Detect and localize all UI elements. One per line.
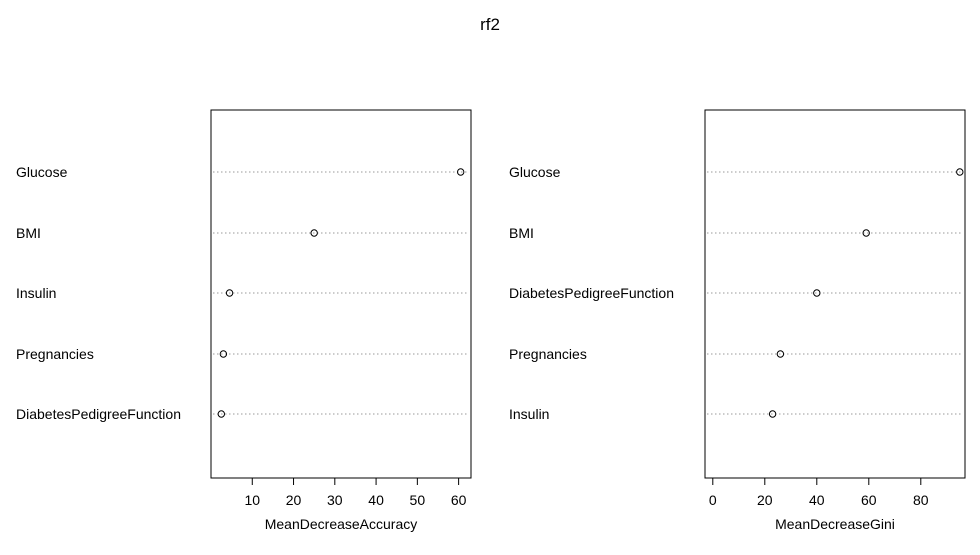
accuracy-x-tick-label: 30 [327,492,343,508]
gini-category-label: Glucose [509,164,561,180]
gini-x-tick-label: 60 [861,492,877,508]
gini-category-label: Pregnancies [509,346,587,362]
gini-x-tick-label: 0 [709,492,717,508]
gini-point [776,350,785,358]
gini-point [862,229,870,237]
gini-point [956,168,964,176]
gini-x-axis-label: MeanDecreaseGini [775,516,895,532]
accuracy-point [217,410,226,418]
gini-category-label: Insulin [509,406,549,422]
accuracy-x-tick-label: 20 [286,492,302,508]
gini-category-label: DiabetesPedigreeFunction [509,285,674,301]
accuracy-point [219,350,228,358]
gini-panel: Glucose BMI DiabetesPedigreeFunction Pregna… [509,109,966,532]
accuracy-x-tick-label: 60 [451,492,467,508]
accuracy-category-label: BMI [16,225,41,241]
accuracy-point [225,289,234,297]
accuracy-x-axis-label: MeanDecreaseAccuracy [265,516,418,532]
accuracy-plot-frame [210,109,472,479]
chart-title: rf2 [480,15,500,34]
accuracy-x-tick-label: 10 [244,492,260,508]
accuracy-x-tick-label: 40 [368,492,384,508]
gini-category-label: BMI [509,225,534,241]
gini-x-tick-label: 20 [757,492,773,508]
accuracy-point [310,229,318,237]
gini-point [813,289,821,297]
gini-point [768,410,777,418]
accuracy-category-label: Insulin [16,285,56,301]
accuracy-category-label: DiabetesPedigreeFunction [16,406,181,422]
accuracy-category-label: Glucose [16,164,68,180]
accuracy-x-tick-label: 50 [410,492,426,508]
gini-x-tick-label: 80 [913,492,929,508]
gini-x-tick-label: 40 [809,492,825,508]
accuracy-panel: Glucose BMI Insulin Pregnancies DiabetesPedi… [16,109,472,532]
gini-plot-frame [704,109,966,479]
accuracy-point [456,168,465,176]
accuracy-category-label: Pregnancies [16,346,94,362]
